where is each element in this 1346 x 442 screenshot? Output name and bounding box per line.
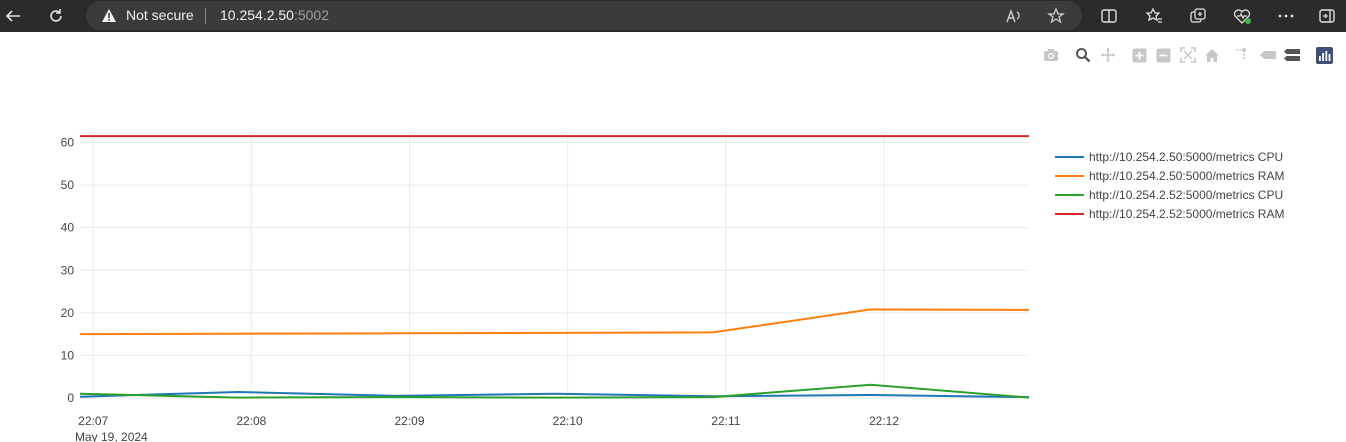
legend-item[interactable]: http://10.254.2.50:5000/metrics RAM: [1055, 169, 1284, 183]
address-divider: [205, 8, 206, 24]
read-aloud-icon[interactable]: [1003, 5, 1025, 27]
zoom-in-icon[interactable]: [1129, 45, 1149, 65]
y-axis-ticks: 0 10 20 30 40 50 60: [61, 136, 75, 405]
address-bar[interactable]: Not secure 10.254.2.50:5002: [86, 1, 1082, 30]
url-port: :5002: [293, 7, 330, 23]
x-tick-label: 22:10: [553, 414, 583, 428]
x-axis-date-label: May 19, 2024: [75, 430, 148, 442]
legend-label: http://10.254.2.52:5000/metrics CPU: [1089, 188, 1283, 202]
y-tick-label: 40: [61, 221, 75, 235]
hover-closest-icon[interactable]: [1258, 45, 1278, 65]
zoom-icon[interactable]: [1073, 45, 1093, 65]
y-tick-label: 0: [67, 391, 74, 405]
reset-axes-icon[interactable]: [1202, 45, 1222, 65]
legend[interactable]: http://10.254.2.50:5000/metrics CPU http:…: [1055, 150, 1284, 221]
x-tick-label: 22:07: [78, 414, 108, 428]
plot-modebar: [0, 40, 1346, 68]
y-tick-label: 50: [61, 178, 75, 192]
y-tick-label: 30: [61, 263, 75, 277]
y-tick-label: 60: [61, 136, 75, 150]
hover-compare-icon[interactable]: [1282, 45, 1302, 65]
more-icon[interactable]: [1274, 4, 1298, 28]
url-host: 10.254.2.50: [220, 7, 294, 23]
browser-essentials-icon[interactable]: [1230, 4, 1254, 28]
favorite-star-icon[interactable]: [1045, 5, 1067, 27]
series-line[interactable]: [79, 308, 1030, 336]
legend-item[interactable]: http://10.254.2.52:5000/metrics RAM: [1055, 207, 1284, 221]
legend-label: http://10.254.2.50:5000/metrics RAM: [1089, 169, 1284, 183]
y-tick-label: 10: [61, 348, 75, 362]
collections-icon[interactable]: [1186, 4, 1210, 28]
spike-lines-icon[interactable]: [1232, 45, 1252, 65]
x-tick-label: 22:09: [394, 414, 424, 428]
back-arrow-icon[interactable]: [0, 3, 26, 29]
warning-icon[interactable]: [101, 8, 117, 28]
browser-toolbar: Not secure 10.254.2.50:5002: [0, 0, 1346, 32]
x-tick-label: 22:11: [711, 414, 740, 428]
autoscale-icon[interactable]: [1178, 45, 1198, 65]
legend-label: http://10.254.2.50:5000/metrics CPU: [1089, 150, 1283, 164]
zoom-out-icon[interactable]: [1153, 45, 1173, 65]
chart-gridlines: [80, 134, 1029, 399]
x-axis-ticks: 22:07 22:08 22:09 22:10 22:11 22:12: [78, 414, 899, 428]
series-line[interactable]: [79, 391, 1030, 399]
legend-item[interactable]: http://10.254.2.52:5000/metrics CPU: [1055, 188, 1283, 202]
split-screen-icon[interactable]: [1097, 4, 1121, 28]
pan-icon[interactable]: [1098, 45, 1118, 65]
camera-icon[interactable]: [1041, 45, 1061, 65]
legend-item[interactable]: http://10.254.2.50:5000/metrics CPU: [1055, 150, 1283, 164]
series-lines[interactable]: [79, 135, 1030, 399]
x-tick-label: 22:08: [236, 414, 266, 428]
favorites-icon[interactable]: [1142, 4, 1166, 28]
x-tick-label: 22:12: [869, 414, 899, 428]
url-text[interactable]: 10.254.2.50:5002: [220, 7, 329, 23]
y-tick-label: 20: [61, 306, 75, 320]
series-line[interactable]: [79, 383, 1030, 399]
sidebar-toggle-icon[interactable]: [1315, 4, 1339, 28]
security-status[interactable]: Not secure: [126, 7, 194, 23]
plotly-logo-icon[interactable]: [1314, 45, 1334, 65]
legend-label: http://10.254.2.52:5000/metrics RAM: [1089, 207, 1284, 221]
refresh-icon[interactable]: [43, 3, 69, 29]
